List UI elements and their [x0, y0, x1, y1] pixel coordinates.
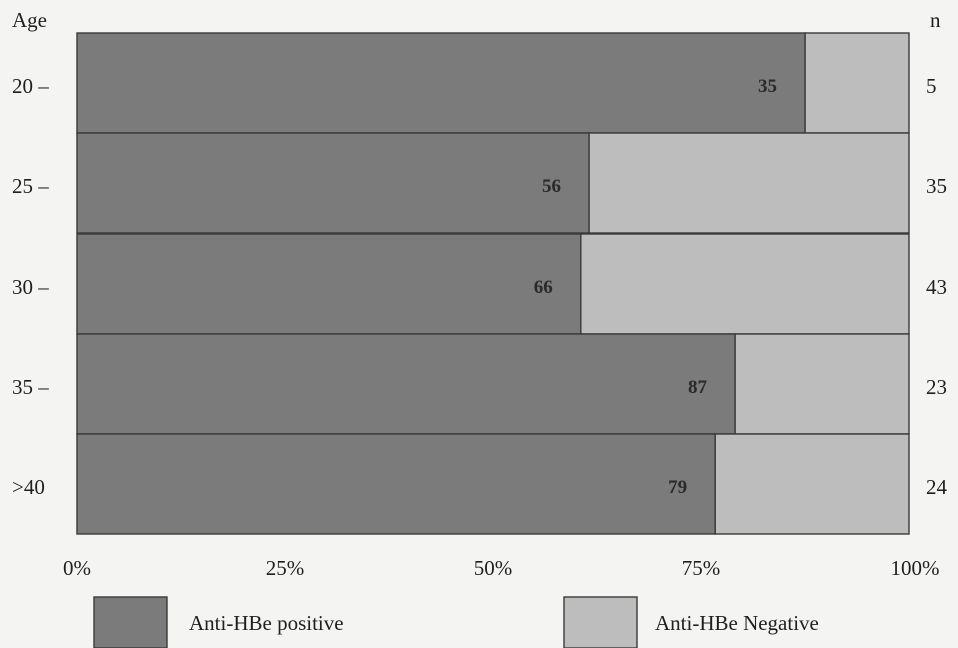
x-tick-label-0: 0%	[63, 556, 91, 580]
bar-value-label-1: 56	[542, 176, 561, 197]
n-label-0: 5	[926, 74, 937, 98]
bar-positive-1	[76, 132, 590, 234]
bar-positive-0	[76, 32, 806, 134]
y-axis-title: Age	[12, 8, 47, 32]
bar-positive-2	[76, 233, 582, 335]
x-tick-label-3: 75%	[682, 556, 721, 580]
bar-negative-2	[580, 233, 910, 335]
category-label-1: 25 –	[12, 174, 49, 198]
legend-label-negative: Anti-HBe Negative	[655, 611, 819, 635]
bar-positive-4	[76, 433, 716, 535]
n-label-4: 24	[926, 475, 948, 499]
n-label-3: 23	[926, 375, 947, 399]
bar-negative-4	[714, 433, 910, 535]
category-label-0: 20 –	[12, 74, 49, 98]
legend-swatch-positive	[93, 596, 168, 648]
bar-negative-1	[588, 132, 910, 234]
bar-value-label-3: 87	[688, 377, 708, 398]
legend-swatch-negative	[563, 596, 638, 648]
n-label-1: 35	[926, 174, 947, 198]
legend-label-positive: Anti-HBe positive	[189, 611, 344, 635]
category-label-3: 35 –	[12, 375, 49, 399]
category-label-2: 30 –	[12, 275, 49, 299]
x-tick-label-2: 50%	[474, 556, 513, 580]
bar-value-label-4: 79	[668, 477, 687, 498]
n-label-2: 43	[926, 275, 947, 299]
x-tick-label-1: 25%	[266, 556, 305, 580]
bar-positive-3	[76, 333, 736, 435]
bar-negative-3	[734, 333, 910, 435]
category-label-4: >40	[12, 475, 45, 499]
right-axis-title: n	[930, 8, 941, 32]
bar-negative-0	[804, 32, 910, 134]
bar-value-label-0: 35	[758, 76, 777, 97]
x-tick-label-4: 100%	[891, 556, 940, 580]
bar-value-label-2: 66	[534, 277, 553, 298]
